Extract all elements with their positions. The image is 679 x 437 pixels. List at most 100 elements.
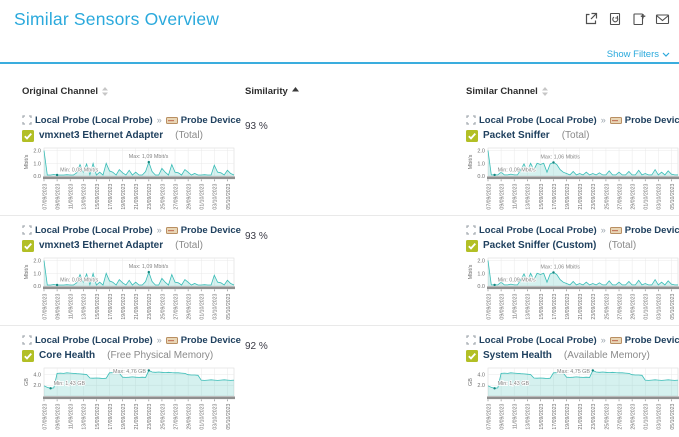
device-link[interactable]: Probe Device <box>624 114 679 126</box>
sensor-line: System Health (Available Memory) <box>466 347 679 364</box>
svg-text:29/09/2023: 29/09/2023 <box>187 183 193 209</box>
svg-text:25/09/2023: 25/09/2023 <box>160 293 166 319</box>
probe-link[interactable]: Local Probe (Local Probe) <box>479 334 597 346</box>
svg-text:07/09/2023: 07/09/2023 <box>42 293 48 319</box>
svg-text:03/10/2023: 03/10/2023 <box>657 293 663 319</box>
sort-icon <box>541 87 548 96</box>
svg-text:0.0: 0.0 <box>477 284 485 290</box>
svg-text:27/09/2023: 27/09/2023 <box>617 403 623 429</box>
document-refresh-icon[interactable] <box>607 11 622 26</box>
svg-text:15/09/2023: 15/09/2023 <box>539 293 545 319</box>
svg-text:13/09/2023: 13/09/2023 <box>82 293 88 319</box>
device-link[interactable]: Probe Device <box>180 114 241 126</box>
svg-text:17/09/2023: 17/09/2023 <box>552 403 558 429</box>
svg-text:27/09/2023: 27/09/2023 <box>173 183 179 209</box>
probe-link[interactable]: Local Probe (Local Probe) <box>35 224 153 236</box>
similarity-value: 92 % <box>245 341 268 352</box>
svg-text:15/09/2023: 15/09/2023 <box>539 403 545 429</box>
chevron-down-icon <box>662 52 670 57</box>
svg-text:GB: GB <box>468 378 474 386</box>
svg-text:25/09/2023: 25/09/2023 <box>604 403 610 429</box>
svg-text:0.0: 0.0 <box>33 284 41 290</box>
channel-mini-graph[interactable]: 0.0 1.0 2.0 07/09/2023 09/09/2023 11/09/2023 1… <box>22 146 236 212</box>
svg-text:15/09/2023: 15/09/2023 <box>95 403 101 429</box>
svg-text:2.0: 2.0 <box>33 383 41 389</box>
show-filters-link[interactable]: Show Filters <box>607 49 670 60</box>
svg-text:01/10/2023: 01/10/2023 <box>200 183 206 209</box>
svg-text:01/10/2023: 01/10/2023 <box>200 293 206 319</box>
probe-link[interactable]: Local Probe (Local Probe) <box>479 224 597 236</box>
svg-text:03/10/2023: 03/10/2023 <box>213 293 219 319</box>
channel-mini-graph[interactable]: 0.0 1.0 2.0 07/09/2023 09/09/2023 11/09/2023 1… <box>466 146 679 212</box>
probe-link[interactable]: Local Probe (Local Probe) <box>479 114 597 126</box>
table-row: Local Probe (Local Probe) » Probe Device… <box>0 106 679 215</box>
svg-text:05/10/2023: 05/10/2023 <box>670 293 676 319</box>
add-document-icon[interactable] <box>631 11 646 26</box>
channel-mini-graph[interactable]: 0.0 1.0 2.0 07/09/2023 09/09/2023 11/09/2023 1… <box>466 256 679 322</box>
svg-text:4.0: 4.0 <box>477 372 485 378</box>
device-link[interactable]: Probe Device <box>624 224 679 236</box>
svg-text:03/10/2023: 03/10/2023 <box>213 183 219 209</box>
device-icon <box>165 116 178 124</box>
table-row: Local Probe (Local Probe) » Probe Device… <box>0 325 679 435</box>
status-ok-icon <box>466 239 478 252</box>
svg-text:4.0: 4.0 <box>33 372 41 378</box>
svg-text:21/09/2023: 21/09/2023 <box>134 183 140 209</box>
sensor-link[interactable]: System Health <box>483 350 552 361</box>
svg-text:13/09/2023: 13/09/2023 <box>82 183 88 209</box>
column-header-original-channel[interactable]: Original Channel <box>22 86 245 97</box>
svg-text:21/09/2023: 21/09/2023 <box>578 293 584 319</box>
svg-text:07/09/2023: 07/09/2023 <box>486 293 492 319</box>
channel-mini-graph[interactable]: 0.0 1.0 2.0 07/09/2023 09/09/2023 11/09/2023 1… <box>22 256 236 322</box>
svg-text:29/09/2023: 29/09/2023 <box>187 293 193 319</box>
svg-text:Max: 4,76 GB: Max: 4,76 GB <box>113 369 146 375</box>
probe-link[interactable]: Local Probe (Local Probe) <box>35 334 153 346</box>
svg-text:01/10/2023: 01/10/2023 <box>644 293 650 319</box>
original-channel-cell: Local Probe (Local Probe) » Probe Device… <box>22 113 245 212</box>
svg-text:1.0: 1.0 <box>33 271 41 277</box>
sensor-link[interactable]: Packet Sniffer <box>483 130 550 141</box>
sensor-link[interactable]: Core Health <box>39 350 96 361</box>
sort-icon <box>102 87 109 96</box>
svg-text:15/09/2023: 15/09/2023 <box>95 293 101 319</box>
sensor-line: vmxnet3 Ethernet Adapter (Total) <box>22 237 245 254</box>
sensor-link[interactable]: vmxnet3 Ethernet Adapter <box>39 130 164 141</box>
show-filters-label: Show Filters <box>606 49 659 60</box>
svg-text:Min: 1,43 GB: Min: 1,43 GB <box>498 381 530 387</box>
svg-text:17/09/2023: 17/09/2023 <box>108 403 114 429</box>
svg-text:11/09/2023: 11/09/2023 <box>513 293 519 319</box>
svg-text:07/09/2023: 07/09/2023 <box>42 403 48 429</box>
svg-text:23/09/2023: 23/09/2023 <box>147 183 153 209</box>
svg-text:03/10/2023: 03/10/2023 <box>657 403 663 429</box>
table-body: Local Probe (Local Probe) » Probe Device… <box>0 106 679 435</box>
svg-text:01/10/2023: 01/10/2023 <box>644 183 650 209</box>
open-in-new-window-icon[interactable] <box>583 11 598 26</box>
email-icon[interactable] <box>655 11 670 26</box>
device-link[interactable]: Probe Device <box>180 224 241 236</box>
probe-icon <box>22 335 32 345</box>
breadcrumb-separator: » <box>600 225 606 235</box>
svg-text:25/09/2023: 25/09/2023 <box>604 293 610 319</box>
svg-text:05/10/2023: 05/10/2023 <box>226 293 232 319</box>
device-link[interactable]: Probe Device <box>180 334 241 346</box>
breadcrumb-separator: » <box>600 335 606 345</box>
sensor-link[interactable]: Packet Sniffer (Custom) <box>483 240 597 251</box>
svg-text:19/09/2023: 19/09/2023 <box>565 293 571 319</box>
svg-text:1.0: 1.0 <box>33 161 41 167</box>
column-header-similarity[interactable]: Similarity <box>245 86 466 97</box>
sensor-line: vmxnet3 Ethernet Adapter (Total) <box>22 127 245 144</box>
channel-mini-graph[interactable]: 2.0 4.0 07/09/2023 09/09/2023 11/09/2023 13/0… <box>466 366 679 432</box>
table-header-row: Original Channel Similarity Similar Chan… <box>0 64 679 106</box>
probe-icon <box>466 335 476 345</box>
channel-mini-graph[interactable]: 2.0 4.0 07/09/2023 09/09/2023 11/09/2023 13/0… <box>22 366 236 432</box>
svg-text:GB: GB <box>24 378 30 386</box>
column-header-similar-channel[interactable]: Similar Channel <box>466 86 675 97</box>
probe-icon <box>466 225 476 235</box>
sensor-link[interactable]: vmxnet3 Ethernet Adapter <box>39 240 164 251</box>
similar-channel-cell: Local Probe (Local Probe) » Probe Device… <box>466 333 679 432</box>
svg-text:2.0: 2.0 <box>477 383 485 389</box>
probe-link[interactable]: Local Probe (Local Probe) <box>35 114 153 126</box>
device-link[interactable]: Probe Device <box>624 334 679 346</box>
breadcrumb: Local Probe (Local Probe) » Probe Device <box>466 333 679 347</box>
svg-text:19/09/2023: 19/09/2023 <box>121 183 127 209</box>
